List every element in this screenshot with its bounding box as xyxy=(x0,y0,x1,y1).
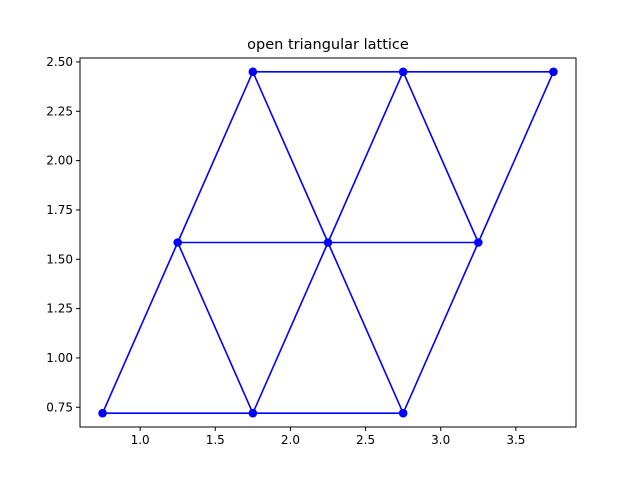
x-axis: 1.0 1.5 2.0 2.5 3.0 3.5 xyxy=(131,427,525,447)
y-tick-label-3: 1.50 xyxy=(46,252,73,266)
y-axis: 0.75 1.00 1.25 1.50 1.75 2.00 2.25 2.50 xyxy=(46,55,80,414)
lattice-edge-11 xyxy=(176,71,254,244)
y-tick-label-1: 1.00 xyxy=(46,351,73,365)
lattice-edge-13 xyxy=(327,71,404,244)
edges-layer xyxy=(101,71,555,414)
x-tick-label-5: 3.5 xyxy=(506,433,525,447)
lattice-edge-9 xyxy=(327,241,404,414)
lattice-node-5 xyxy=(474,238,483,247)
x-tick-label-0: 1.0 xyxy=(131,433,150,447)
lattice-node-2 xyxy=(398,408,408,418)
lattice-node-8 xyxy=(549,67,558,77)
lattice-node-7 xyxy=(398,67,408,77)
y-tick-label-6: 2.25 xyxy=(46,104,73,118)
y-tick-label-4: 1.75 xyxy=(46,203,73,217)
lattice-edge-7 xyxy=(176,241,254,414)
plot-frame xyxy=(79,57,577,428)
x-tick-label-1: 1.5 xyxy=(206,433,225,447)
lattice-node-3 xyxy=(173,238,182,247)
x-tick-label-4: 3.0 xyxy=(431,433,450,447)
lattice-edge-12 xyxy=(252,71,329,244)
y-tick-label-0: 0.75 xyxy=(46,400,73,414)
lattice-edge-14 xyxy=(402,71,480,244)
y-tick-label-7: 2.50 xyxy=(46,55,73,69)
x-tick-label-3: 2.5 xyxy=(356,433,375,447)
lattice-edge-15 xyxy=(477,71,555,244)
chart-title: open triangular lattice xyxy=(247,37,409,53)
lattice-node-4 xyxy=(323,238,333,247)
nodes-layer xyxy=(98,67,558,418)
lattice-node-0 xyxy=(98,408,107,418)
lattice-edge-8 xyxy=(252,241,329,414)
y-tick-label-5: 2.00 xyxy=(46,154,73,168)
lattice-node-6 xyxy=(248,67,258,77)
lattice-edge-6 xyxy=(101,241,179,414)
lattice-edge-10 xyxy=(402,241,480,414)
y-tick-label-2: 1.25 xyxy=(46,302,73,316)
lattice-node-1 xyxy=(248,408,258,418)
x-tick-label-2: 2.0 xyxy=(281,433,300,447)
